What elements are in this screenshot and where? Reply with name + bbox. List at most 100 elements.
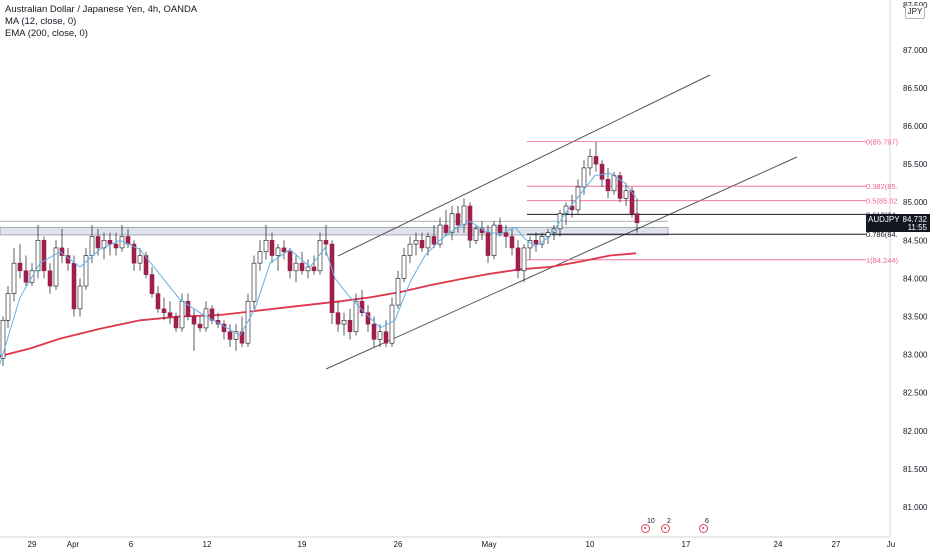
candle-body — [425, 236, 431, 249]
y-tick-label: 83.500 — [903, 313, 928, 322]
candle-body — [329, 243, 335, 313]
event-marker-icon[interactable] — [699, 524, 708, 533]
event-count: 2 — [667, 518, 671, 525]
ema-200-line — [0, 252, 637, 357]
candle-body — [581, 167, 587, 188]
event-count: 10 — [647, 518, 655, 525]
y-tick-label: 85.000 — [903, 198, 928, 207]
candle-body — [497, 224, 503, 233]
candle-body — [521, 247, 527, 272]
x-tick-label: 24 — [774, 540, 783, 549]
candle-body — [305, 266, 311, 272]
candle-body — [71, 262, 77, 310]
x-tick-label: 12 — [203, 540, 212, 549]
candle-body — [437, 224, 443, 245]
candle-body — [137, 255, 143, 264]
candle-body — [155, 293, 161, 310]
candle-body — [275, 247, 281, 256]
candle-body — [503, 232, 509, 237]
candle-body — [491, 224, 497, 256]
candle-body — [461, 205, 467, 226]
event-marker-icon[interactable] — [641, 524, 650, 533]
y-tick-label: 81.000 — [903, 503, 928, 512]
candle-body — [443, 224, 449, 233]
candle-body — [23, 270, 29, 283]
candle-body — [371, 323, 377, 340]
currency-badge[interactable]: JPY — [905, 5, 925, 19]
y-tick-label: 81.500 — [903, 465, 928, 474]
candle-body — [41, 240, 47, 272]
candle-body — [293, 262, 299, 272]
candle-body — [131, 243, 137, 264]
candle-body — [431, 236, 437, 245]
candle-body — [77, 285, 83, 310]
candle-body — [47, 270, 53, 287]
candle-body — [395, 278, 401, 306]
candle-body — [341, 320, 347, 325]
candle-body — [281, 247, 287, 253]
candle-body — [83, 255, 89, 287]
y-tick-label: 87.000 — [903, 46, 928, 55]
y-tick-label: 86.000 — [903, 122, 928, 131]
candle-body — [593, 156, 599, 165]
candle-body — [149, 274, 155, 294]
legend-ema[interactable]: EMA (200, close, 0) — [5, 28, 88, 39]
candle-body — [419, 240, 425, 249]
candle-body — [263, 240, 269, 253]
candle-body — [185, 300, 191, 317]
candle-body — [251, 262, 257, 302]
fib-level-label: 0.5(85.02 — [866, 197, 898, 206]
candle-body — [167, 312, 173, 317]
candle-body — [0, 320, 6, 359]
candle-body — [485, 232, 491, 256]
y-tick-label: 82.000 — [903, 427, 928, 436]
candle-body — [179, 300, 185, 329]
candle-body — [623, 190, 629, 199]
candle-body — [287, 251, 293, 272]
y-tick-label: 84.500 — [903, 236, 928, 245]
candle-body — [197, 323, 203, 329]
x-tick-label: Apr — [67, 540, 80, 549]
x-tick-label: 10 — [586, 540, 595, 549]
x-tick-label: 29 — [28, 540, 37, 549]
candle-body — [617, 175, 623, 199]
candle-body — [5, 293, 11, 321]
candle-body — [257, 251, 263, 264]
candle-body — [161, 308, 167, 313]
candle-body — [335, 312, 341, 325]
candle-body — [209, 308, 215, 321]
legend-ma[interactable]: MA (12, close, 0) — [5, 16, 77, 27]
candle-body — [605, 179, 611, 192]
candle-body — [353, 300, 359, 333]
y-tick-label: 83.000 — [903, 351, 928, 360]
candle-body — [89, 236, 95, 256]
candle-body — [113, 243, 119, 249]
last-price-tag: AUDJPY 84.732 11:55 — [866, 214, 930, 232]
legend-title[interactable]: Australian Dollar / Japanese Yen, 4h, OA… — [5, 4, 198, 15]
candle-body — [347, 320, 353, 333]
fib-level-label: 0.786(84. — [866, 230, 898, 239]
candle-body — [17, 262, 23, 272]
x-tick-label: 17 — [682, 540, 691, 549]
candle-body — [599, 163, 605, 180]
fib-level-label: 0(85.797) — [866, 137, 899, 146]
candle-body — [401, 255, 407, 279]
ma-12-line — [0, 172, 637, 364]
candle-body — [143, 255, 149, 275]
candle-body — [269, 240, 275, 256]
candle-body — [629, 190, 635, 214]
candle-body — [407, 243, 413, 256]
candle-body — [611, 175, 617, 192]
candle-body — [11, 262, 17, 294]
candle-body — [95, 236, 101, 249]
event-marker-icon[interactable] — [661, 524, 670, 533]
channel-lower-line — [325, 156, 798, 370]
x-tick-label: Ju — [887, 540, 895, 549]
candle-body — [107, 240, 113, 245]
bar-countdown: 11:55 — [907, 223, 927, 232]
candle-body — [389, 304, 395, 344]
candle-body — [53, 247, 59, 287]
x-tick-label: 27 — [832, 540, 841, 549]
